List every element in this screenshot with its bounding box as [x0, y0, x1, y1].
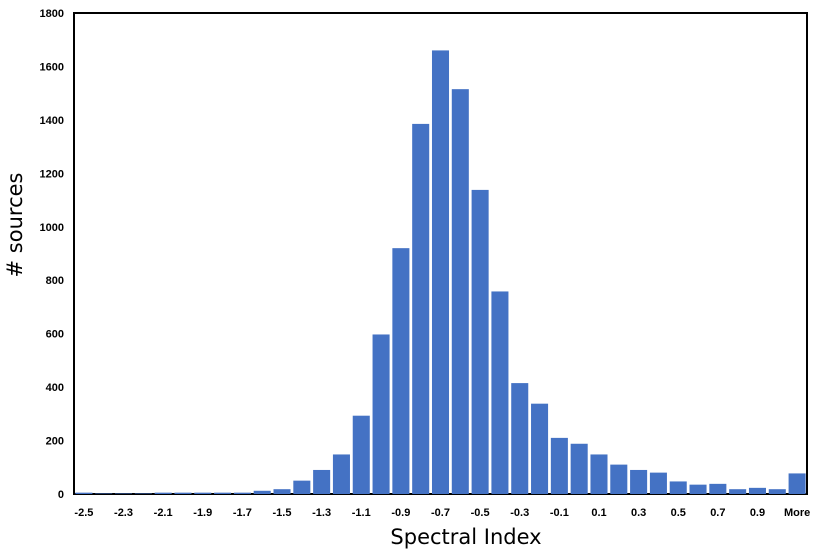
- y-tick-label: 1600: [40, 61, 64, 73]
- x-tick-label: -1.5: [273, 507, 292, 519]
- x-tick-label: -2.3: [114, 507, 133, 519]
- bar--0.2: [531, 403, 549, 494]
- x-tick-label: -1.9: [193, 507, 212, 519]
- bar--2.1: [154, 492, 172, 494]
- bar--0.7: [431, 50, 450, 494]
- bar--0.3: [511, 383, 529, 494]
- bar--2.4: [95, 493, 113, 494]
- y-tick-label: 400: [46, 382, 64, 394]
- x-tick-label: -1.1: [352, 507, 371, 519]
- bar--2.5: [75, 492, 93, 494]
- bar--1.9: [194, 492, 212, 494]
- bar--1.5: [273, 489, 291, 494]
- bar-0: [570, 443, 588, 494]
- bar--1: [372, 334, 390, 494]
- bar--1.1: [352, 415, 370, 494]
- bar-More: [788, 473, 806, 494]
- bar--1.6: [253, 490, 271, 494]
- bar--1.2: [332, 454, 350, 494]
- x-tick-label: -1.3: [312, 507, 331, 519]
- x-tick-label: More: [784, 507, 810, 519]
- bar-0.1: [590, 454, 608, 494]
- x-tick-label: -0.9: [391, 507, 410, 519]
- bar-0.4: [649, 472, 667, 494]
- x-tick-label: -0.5: [471, 507, 490, 519]
- x-tick-label: -2.1: [154, 507, 173, 519]
- x-axis-ticks: -2.5 -2.3 -2.1 -1.9 -1.7 -1.5 -1.3 -1.1 -0.9 -0.7…: [74, 507, 810, 519]
- x-tick-label: 0.7: [710, 507, 725, 519]
- bar--1.7: [233, 492, 251, 494]
- y-tick-label: 800: [46, 275, 64, 287]
- y-tick-label: 0: [58, 489, 64, 501]
- bar-0.8: [729, 489, 747, 494]
- bar--0.9: [392, 248, 410, 494]
- bar-0.2: [610, 464, 628, 494]
- bar--1.3: [313, 469, 331, 494]
- x-tick-label: 0.5: [671, 507, 686, 519]
- bar--0.1: [550, 437, 568, 494]
- y-axis-label: # sources: [3, 173, 27, 278]
- bar--0.4: [491, 291, 509, 494]
- bars-group: [75, 50, 806, 495]
- bar-0.7: [709, 483, 727, 494]
- bar-1: [768, 489, 786, 494]
- bar--0.8: [412, 123, 430, 495]
- x-tick-label: -1.7: [233, 507, 252, 519]
- bar-0.6: [689, 484, 707, 494]
- y-tick-label: 1800: [40, 8, 64, 20]
- bar--0.6: [451, 89, 469, 494]
- x-tick-label: 0.1: [591, 507, 606, 519]
- bar-0.9: [748, 487, 766, 494]
- x-tick-label: -0.3: [510, 507, 529, 519]
- x-tick-label: -2.5: [74, 507, 93, 519]
- y-tick-label: 200: [46, 436, 64, 448]
- x-tick-label: -0.7: [431, 507, 450, 519]
- bar--2: [174, 492, 192, 494]
- y-axis-ticks: 0 200 400 600 800 1000 1200 1400 1600 1800: [40, 8, 64, 501]
- bar--0.5: [471, 189, 489, 494]
- bar-0.5: [669, 481, 687, 494]
- bar--1.4: [293, 480, 311, 494]
- bar--1.8: [214, 492, 232, 494]
- y-tick-label: 1000: [40, 222, 64, 234]
- bar--2.3: [115, 493, 133, 494]
- x-tick-label: -0.1: [550, 507, 569, 519]
- y-tick-label: 600: [46, 329, 64, 341]
- bar-0.3: [630, 469, 648, 494]
- y-tick-label: 1400: [40, 115, 64, 127]
- y-tick-label: 1200: [40, 168, 64, 180]
- bar--2.2: [134, 493, 152, 494]
- x-tick-label: 0.3: [631, 507, 646, 519]
- x-axis-label: Spectral Index: [390, 525, 541, 549]
- x-tick-label: 0.9: [750, 507, 765, 519]
